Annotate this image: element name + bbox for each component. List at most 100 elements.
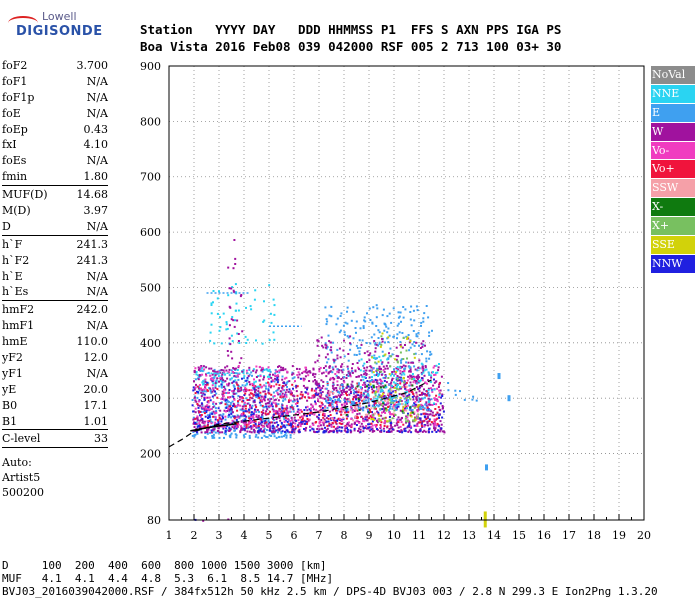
echo-point <box>364 418 367 421</box>
echo-point <box>349 429 352 432</box>
echo-point <box>437 414 440 417</box>
echo-point <box>388 391 391 394</box>
echo-point <box>428 428 430 431</box>
echo-point <box>364 386 367 388</box>
echo-point <box>282 425 285 428</box>
echo-point <box>236 404 239 407</box>
echo-point <box>383 394 386 397</box>
echo-point <box>277 393 280 396</box>
x-tick-label: 10 <box>387 529 401 542</box>
echo-point <box>347 372 350 375</box>
echo-point <box>335 429 338 432</box>
echo-point <box>235 381 238 384</box>
echo-point <box>299 393 302 396</box>
echo-point <box>350 423 353 426</box>
echo-point <box>346 306 349 309</box>
echo-point <box>415 333 418 336</box>
param-value: 14.68 <box>76 188 109 202</box>
echo-point <box>289 436 292 439</box>
echo-point <box>441 430 444 433</box>
echo-point <box>380 379 382 382</box>
echo-point <box>247 408 250 411</box>
echo-point <box>336 357 339 360</box>
echo-point <box>418 407 421 410</box>
echo-point <box>433 420 436 422</box>
echo-point <box>229 405 232 408</box>
echo-point <box>409 368 412 371</box>
echo-point <box>419 398 422 401</box>
echo-point <box>392 406 395 409</box>
echo-point <box>340 413 343 416</box>
echo-point <box>358 421 360 424</box>
echo-point <box>367 354 370 357</box>
echo-point <box>371 371 374 374</box>
echo-point <box>366 385 368 388</box>
echo-point <box>248 381 251 383</box>
echo-point <box>258 421 261 424</box>
echo-point <box>423 369 426 372</box>
echo-point <box>265 421 268 424</box>
echo-point <box>234 263 237 265</box>
echo-point <box>330 397 333 400</box>
echo-point <box>396 379 399 382</box>
echo-point <box>306 409 309 412</box>
echo-point <box>196 385 199 388</box>
echo-point <box>314 403 317 406</box>
echo-point <box>281 387 284 390</box>
echo-point <box>262 420 265 423</box>
echo-point <box>327 358 330 361</box>
echo-point <box>340 378 343 380</box>
echo-point <box>352 401 355 404</box>
echo-point <box>436 411 439 414</box>
autoscaler-info: Auto: <box>2 456 32 470</box>
echo-point <box>428 334 431 337</box>
echo-point <box>275 378 278 381</box>
echo-point <box>239 295 242 298</box>
echo-point <box>428 413 431 416</box>
echo-point <box>246 399 249 401</box>
echo-point <box>361 425 364 428</box>
echo-point <box>428 373 431 376</box>
param-value: N/A <box>86 319 108 333</box>
echo-point <box>223 425 226 428</box>
echo-point <box>300 397 303 400</box>
echo-point <box>359 431 362 433</box>
echo-point <box>233 387 236 390</box>
echo-point <box>286 418 289 421</box>
legend-entry-vo: Vo- <box>651 141 695 161</box>
echo-point <box>350 391 352 393</box>
echo-point <box>404 383 407 386</box>
echo-point <box>375 316 378 319</box>
echo-point <box>234 257 237 260</box>
echo-point <box>261 399 264 402</box>
echo-point <box>274 374 276 377</box>
echo-point <box>401 332 404 334</box>
echo-point <box>228 287 231 290</box>
echo-point <box>332 381 335 384</box>
echo-point <box>233 367 236 370</box>
echo-point <box>368 404 371 407</box>
echo-point <box>296 402 299 405</box>
echo-point <box>385 325 388 328</box>
echo-point <box>202 410 205 413</box>
echo-point <box>205 373 207 376</box>
echo-point <box>216 430 219 432</box>
echo-point <box>402 405 405 408</box>
echo-point <box>338 419 341 421</box>
echo-point <box>399 372 402 375</box>
echo-point <box>231 381 234 384</box>
echo-point <box>405 349 408 352</box>
echo-point <box>260 411 263 414</box>
echo-point <box>377 411 380 414</box>
echo-point <box>348 424 351 427</box>
echo-point <box>354 415 357 418</box>
echo-point <box>218 436 221 439</box>
echo-point <box>210 408 213 411</box>
echo-point <box>420 321 423 324</box>
echo-point <box>369 383 372 386</box>
echo-point <box>355 424 358 426</box>
echo-point <box>406 337 409 340</box>
echo-point <box>291 406 294 409</box>
echo-point <box>301 393 304 396</box>
echo-point <box>222 369 225 372</box>
